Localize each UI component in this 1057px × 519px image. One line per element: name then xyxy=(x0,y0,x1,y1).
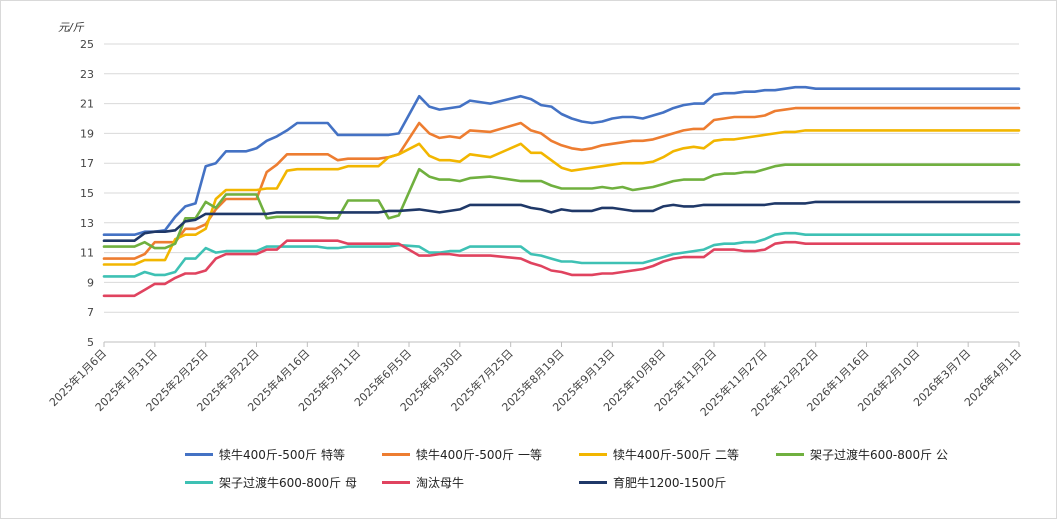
y-tick-label: 7 xyxy=(87,306,94,319)
series-line xyxy=(102,85,1021,236)
legend-item: 架子过渡牛600-800斤 公 xyxy=(776,446,948,463)
legend-swatch xyxy=(776,453,804,456)
y-tick-label: 25 xyxy=(80,38,94,51)
y-tick-label: 23 xyxy=(80,68,94,81)
legend-label: 淘汰母牛 xyxy=(416,476,465,490)
series-line xyxy=(102,200,1021,242)
series-line xyxy=(102,129,1021,266)
legend-item: 育肥牛1200-1500斤 xyxy=(579,474,726,491)
y-tick-label: 9 xyxy=(87,276,94,289)
series-line xyxy=(102,231,1021,278)
legend-label: 犊牛400斤-500斤 二等 xyxy=(613,448,739,462)
legend-item: 犊牛400斤-500斤 一等 xyxy=(382,446,542,463)
y-unit-label: 元/斤 xyxy=(58,21,84,34)
y-tick-label: 21 xyxy=(80,98,94,111)
legend-swatch xyxy=(382,481,410,484)
legend-item: 犊牛400斤-500斤 特等 xyxy=(185,446,345,463)
y-tick-label: 5 xyxy=(87,336,94,349)
series-line xyxy=(102,163,1021,250)
legend-swatch xyxy=(185,453,213,456)
legend-label: 架子过渡牛600-800斤 母 xyxy=(219,476,357,490)
legend-label: 犊牛400斤-500斤 特等 xyxy=(219,448,345,462)
legend-swatch xyxy=(185,481,213,484)
series-line xyxy=(102,106,1021,260)
legend-item: 淘汰母牛 xyxy=(382,474,464,491)
y-tick-label: 15 xyxy=(80,187,94,200)
legend-label: 犊牛400斤-500斤 一等 xyxy=(416,448,542,462)
legend-label: 育肥牛1200-1500斤 xyxy=(613,476,727,490)
legend-swatch xyxy=(382,453,410,456)
y-tick-label: 13 xyxy=(80,217,94,230)
legend-item: 犊牛400斤-500斤 二等 xyxy=(579,446,739,463)
legend-label: 架子过渡牛600-800斤 公 xyxy=(810,448,948,462)
legend-swatch xyxy=(579,453,607,456)
series-line xyxy=(102,239,1021,298)
y-tick-label: 19 xyxy=(80,127,94,140)
legend-swatch xyxy=(579,481,607,484)
legend-item: 架子过渡牛600-800斤 母 xyxy=(185,474,357,491)
y-tick-label: 17 xyxy=(80,157,94,170)
y-tick-label: 11 xyxy=(80,247,94,260)
